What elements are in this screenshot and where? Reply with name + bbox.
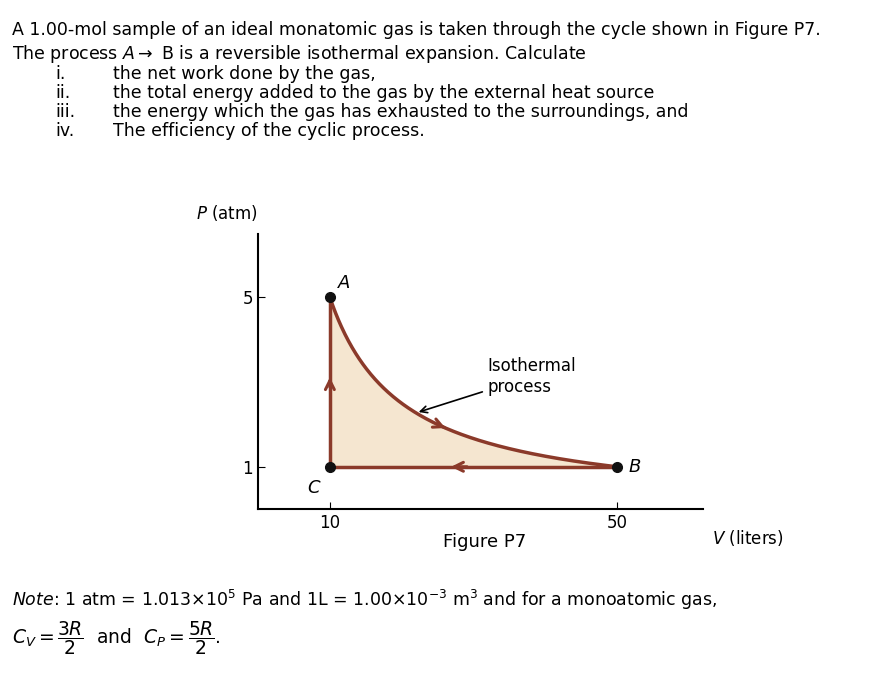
- Text: the net work done by the gas,: the net work done by the gas,: [113, 65, 376, 83]
- Text: the total energy added to the gas by the external heat source: the total energy added to the gas by the…: [113, 84, 654, 102]
- Text: $P$ (atm): $P$ (atm): [196, 203, 257, 223]
- Text: iv.: iv.: [55, 122, 75, 140]
- Text: Figure P7: Figure P7: [443, 533, 527, 551]
- Text: $C$: $C$: [307, 479, 321, 497]
- Text: iii.: iii.: [55, 103, 76, 121]
- Text: The process $A \rightarrow$ B is a reversible isothermal expansion. Calculate: The process $A \rightarrow$ B is a rever…: [12, 43, 587, 65]
- Text: The efficiency of the cyclic process.: The efficiency of the cyclic process.: [113, 122, 425, 140]
- Text: A 1.00-mol sample of an ideal monatomic gas is taken through the cycle shown in : A 1.00-mol sample of an ideal monatomic …: [12, 21, 821, 39]
- Text: $V$ (liters): $V$ (liters): [712, 528, 784, 548]
- Text: $A$: $A$: [337, 275, 351, 292]
- Text: Isothermal
process: Isothermal process: [420, 356, 577, 413]
- Text: ii.: ii.: [55, 84, 70, 102]
- Text: the energy which the gas has exhausted to the surroundings, and: the energy which the gas has exhausted t…: [113, 103, 689, 121]
- Text: $B$: $B$: [627, 458, 641, 476]
- Text: $C_V = \dfrac{3R}{2}$  and  $C_P = \dfrac{5R}{2}$.: $C_V = \dfrac{3R}{2}$ and $C_P = \dfrac{…: [12, 619, 220, 657]
- Text: i.: i.: [55, 65, 66, 83]
- Polygon shape: [330, 297, 617, 466]
- Text: $Note$: 1 atm = 1.013$\times$10$^5$ Pa and 1L = 1.00$\times$10$^{-3}$ m$^3$ and : $Note$: 1 atm = 1.013$\times$10$^5$ Pa a…: [12, 588, 717, 612]
